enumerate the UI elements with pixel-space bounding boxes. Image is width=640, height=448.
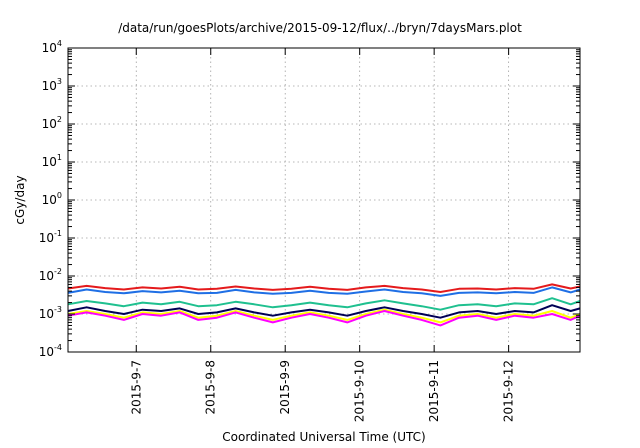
x-tick-label: 2015-9-8 [204,360,218,414]
chart-title: /data/run/goesPlots/archive/2015-09-12/f… [118,21,522,35]
grid [68,48,580,352]
y-tick-base: 10 [42,193,57,207]
y-tick-exponent: 3 [57,77,62,86]
y-tick-base: 10 [42,41,57,55]
y-tick-base: 10 [39,269,54,283]
x-tick-label: 2015-9-9 [278,360,292,414]
series-line-1 [67,283,581,293]
y-tick-base: 10 [42,155,57,169]
y-tick-base: 10 [39,345,54,359]
x-axis-label: Coordinated Universal Time (UTC) [222,430,425,444]
y-tick-exponent: 1 [57,153,62,162]
y-tick-label: 104 [42,39,62,55]
y-tick-exponent: -3 [54,305,62,314]
x-tick-label: 2015-9-10 [353,360,367,422]
y-tick-label: 103 [42,77,62,93]
series-lines [67,283,581,327]
series-line-5 [67,308,581,324]
y-tick-exponent: -1 [54,229,62,238]
series-line-3 [67,297,581,311]
x-tick-label: 2015-9-7 [129,360,143,414]
y-tick-label: 10-2 [39,267,62,283]
y-tick-label: 100 [42,191,62,207]
x-axis: 2015-9-7 2015-9-8 2015-9-9 2015-9-10 2015-9-… [129,48,516,422]
y-tick-base: 10 [42,117,57,131]
y-tick-base: 10 [39,231,54,245]
y-tick-base: 10 [39,307,54,321]
y-tick-exponent: -2 [54,267,62,276]
x-tick-label: 2015-9-12 [502,360,516,422]
series-line-6 [67,310,581,327]
y-tick-exponent: 4 [57,39,62,48]
series-line-2 [67,286,581,297]
x-tick-label: 2015-9-11 [427,360,441,422]
y-tick-label: 10-1 [39,229,62,245]
y-tick-label: 10-3 [39,305,62,321]
y-tick-exponent: 2 [57,115,62,124]
y-tick-base: 10 [42,79,57,93]
y-tick-label: 101 [42,153,62,169]
y-tick-exponent: 0 [57,191,62,200]
y-tick-label: 102 [42,115,62,131]
series-line-4 [67,304,581,319]
y-axis-label: cGy/day [13,175,27,224]
y-tick-label: 10-4 [39,343,62,359]
y-tick-exponent: -4 [54,343,62,352]
